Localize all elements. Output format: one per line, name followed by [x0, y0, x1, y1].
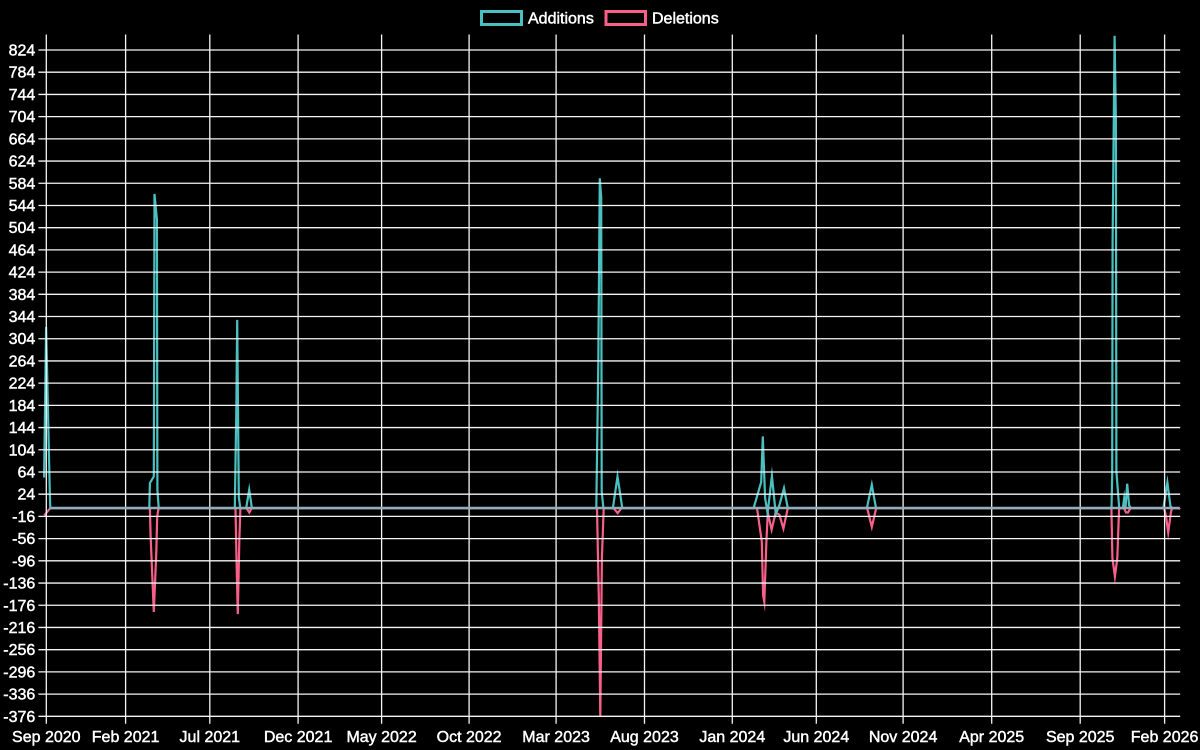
svg-text:784: 784 [9, 65, 36, 82]
svg-text:-136: -136 [3, 576, 35, 593]
svg-text:-216: -216 [3, 620, 35, 637]
svg-text:Feb 2021: Feb 2021 [92, 729, 160, 746]
svg-text:104: 104 [9, 442, 36, 459]
svg-text:Jan 2024: Jan 2024 [699, 729, 765, 746]
svg-text:184: 184 [9, 398, 36, 415]
svg-text:Sep 2020: Sep 2020 [12, 729, 81, 746]
svg-text:-376: -376 [3, 709, 35, 726]
svg-text:504: 504 [9, 220, 36, 237]
svg-text:Mar 2023: Mar 2023 [522, 729, 590, 746]
svg-text:24: 24 [18, 487, 36, 504]
svg-text:-336: -336 [3, 687, 35, 704]
svg-text:Jul 2021: Jul 2021 [180, 729, 241, 746]
svg-text:Aug 2023: Aug 2023 [610, 729, 679, 746]
svg-text:624: 624 [9, 154, 36, 171]
svg-text:264: 264 [9, 353, 36, 370]
svg-text:344: 344 [9, 309, 36, 326]
svg-text:384: 384 [9, 287, 36, 304]
svg-text:Oct 2022: Oct 2022 [437, 729, 502, 746]
svg-text:Additions: Additions [528, 11, 594, 28]
svg-text:Nov 2024: Nov 2024 [869, 729, 938, 746]
svg-text:544: 544 [9, 198, 36, 215]
svg-text:584: 584 [9, 176, 36, 193]
svg-text:704: 704 [9, 109, 36, 126]
svg-text:824: 824 [9, 43, 36, 60]
svg-text:744: 744 [9, 87, 36, 104]
svg-text:224: 224 [9, 376, 36, 393]
svg-text:424: 424 [9, 265, 36, 282]
svg-text:-176: -176 [3, 598, 35, 615]
svg-text:Jun 2024: Jun 2024 [783, 729, 849, 746]
svg-text:May 2022: May 2022 [346, 729, 416, 746]
svg-text:144: 144 [9, 420, 36, 437]
svg-text:-96: -96 [12, 553, 35, 570]
svg-text:-256: -256 [3, 642, 35, 659]
svg-text:Sep 2025: Sep 2025 [1046, 729, 1115, 746]
svg-text:664: 664 [9, 131, 36, 148]
svg-text:-16: -16 [12, 509, 35, 526]
svg-text:64: 64 [18, 464, 36, 481]
svg-text:Apr 2025: Apr 2025 [959, 729, 1024, 746]
svg-text:Deletions: Deletions [652, 11, 719, 28]
svg-text:Feb 2026: Feb 2026 [1131, 729, 1199, 746]
svg-text:-56: -56 [12, 531, 35, 548]
svg-text:304: 304 [9, 331, 36, 348]
svg-text:Dec 2021: Dec 2021 [264, 729, 333, 746]
svg-text:464: 464 [9, 242, 36, 259]
svg-text:-296: -296 [3, 664, 35, 681]
